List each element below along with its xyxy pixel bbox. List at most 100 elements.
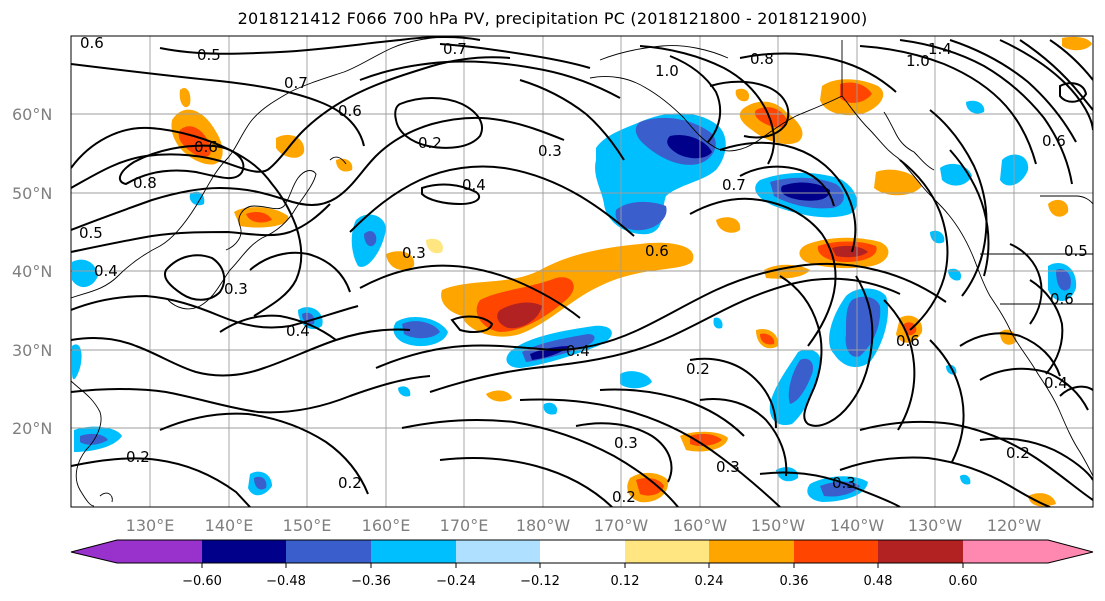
colorbar-outline bbox=[70, 539, 1094, 564]
precip-blob bbox=[486, 390, 512, 402]
contour-label: 0.3 bbox=[224, 280, 248, 298]
precip-blob bbox=[398, 386, 411, 397]
precip-blob bbox=[754, 107, 787, 128]
contour-label: 0.6 bbox=[1050, 290, 1074, 308]
precip-blob bbox=[832, 245, 868, 258]
precip-blob bbox=[1048, 199, 1069, 217]
precip-blob bbox=[948, 268, 962, 281]
contour-label: 0.2 bbox=[126, 448, 150, 466]
contour-label: 0.8 bbox=[133, 174, 157, 192]
colorbar-segment bbox=[878, 540, 963, 563]
precip-blob bbox=[254, 476, 267, 490]
coastlines bbox=[71, 36, 1093, 507]
lat-tick-label: 30°N bbox=[12, 341, 52, 360]
contour-label: 1.4 bbox=[928, 40, 952, 58]
precip-blob bbox=[690, 433, 722, 447]
precip-blob bbox=[246, 212, 272, 223]
colorbar-segment bbox=[117, 540, 202, 563]
colorbar-tick-label: 0.36 bbox=[780, 574, 809, 589]
contour-label: 0.2 bbox=[686, 360, 710, 378]
contour-label: 0.4 bbox=[566, 342, 590, 360]
contour-label: 0.3 bbox=[402, 244, 426, 262]
contour-label: 0.5 bbox=[1064, 242, 1088, 260]
lon-tick-label: 170°E bbox=[440, 516, 489, 535]
contour-label: 0.4 bbox=[462, 176, 486, 194]
precip-blob bbox=[1062, 36, 1092, 51]
lon-tick-label: 150°W bbox=[751, 516, 806, 535]
colorbar-tick-label: −0.12 bbox=[520, 574, 560, 589]
precip-blob bbox=[386, 251, 415, 270]
colorbar-tick-label: −0.24 bbox=[436, 574, 476, 589]
precip-blob bbox=[72, 259, 98, 288]
colorbar-segment bbox=[286, 540, 371, 563]
colorbar-segment bbox=[456, 540, 540, 563]
lon-tick-label: 130°W bbox=[908, 516, 963, 535]
colorbar-tick-label: −0.36 bbox=[351, 574, 391, 589]
lon-tick-label: 180°W bbox=[516, 516, 571, 535]
contour-label: 0.2 bbox=[1006, 444, 1030, 462]
precip-blob bbox=[620, 371, 652, 389]
precip-blob bbox=[713, 317, 723, 329]
precip-blob bbox=[960, 474, 971, 485]
precip-blob bbox=[364, 231, 377, 247]
latitude-labels: 60°N 50°N 40°N 30°N 20°N bbox=[12, 105, 52, 438]
contour-label: 0.6 bbox=[645, 242, 669, 260]
lon-tick-label: 120°W bbox=[987, 516, 1042, 535]
lon-tick-label: 160°W bbox=[673, 516, 728, 535]
precip-blob bbox=[402, 321, 440, 339]
precip-blob bbox=[735, 88, 750, 102]
precip-blob bbox=[760, 333, 775, 345]
contour-label: 0.5 bbox=[79, 224, 103, 242]
precip-blob bbox=[189, 191, 205, 206]
colorbar-extend-low bbox=[71, 540, 117, 563]
contour-label: 0.2 bbox=[418, 134, 442, 152]
lon-tick-label: 170°W bbox=[594, 516, 649, 535]
contour-label: 1.0 bbox=[655, 62, 679, 80]
contour-label: 0.7 bbox=[284, 74, 308, 92]
longitude-labels: 130°E 140°E 150°E 160°E 170°E 180°W 170°… bbox=[126, 516, 1042, 535]
precip-blob bbox=[179, 87, 191, 108]
contour-label: 0.7 bbox=[722, 176, 746, 194]
colorbar-tick-label: −0.48 bbox=[266, 574, 306, 589]
precip-blob bbox=[667, 134, 712, 159]
precip-blob bbox=[874, 169, 922, 196]
colorbar-segment bbox=[371, 540, 456, 563]
colorbar-tick-label: 0.24 bbox=[695, 574, 724, 589]
precip-blob bbox=[497, 302, 542, 329]
contour-label: 0.4 bbox=[94, 262, 118, 280]
lat-tick-label: 20°N bbox=[12, 419, 52, 438]
lat-tick-label: 50°N bbox=[12, 184, 52, 203]
precip-blob bbox=[966, 100, 985, 114]
colorbar-tick-label: 0.60 bbox=[949, 574, 978, 589]
contour-labels: 0.6 0.5 0.7 1.0 0.8 1.4 1.0 0.7 0.6 0.2 … bbox=[79, 34, 1088, 506]
colorbar-segment bbox=[625, 540, 709, 563]
colorbar-extend-high bbox=[1048, 540, 1093, 563]
colorbar-tick-label: −0.60 bbox=[182, 574, 222, 589]
contour-label: 0.3 bbox=[832, 474, 856, 492]
contour-label: 0.3 bbox=[614, 434, 638, 452]
figure-title: 2018121412 F066 700 hPa PV, precipitatio… bbox=[237, 9, 868, 28]
precip-blob bbox=[788, 358, 814, 404]
contour-label: 0.2 bbox=[612, 488, 636, 506]
contour-label: 0.6 bbox=[80, 34, 104, 52]
precip-blob bbox=[426, 238, 443, 254]
precip-blob bbox=[1028, 493, 1056, 507]
contour-label: 0.8 bbox=[750, 50, 774, 68]
contour-label: 1.0 bbox=[906, 52, 930, 70]
precip-blob bbox=[615, 201, 667, 231]
contour-label: 0.5 bbox=[197, 46, 221, 64]
contour-label: 0.3 bbox=[538, 142, 562, 160]
lat-tick-label: 60°N bbox=[12, 105, 52, 124]
colorbar-segment bbox=[202, 540, 286, 563]
map-frame bbox=[70, 35, 1094, 508]
precip-blob bbox=[781, 182, 830, 201]
contour-label: 0.3 bbox=[716, 458, 740, 476]
precipitation-shading bbox=[72, 36, 1092, 507]
colorbar-segment bbox=[709, 540, 794, 563]
precip-blob bbox=[1056, 268, 1071, 291]
graticule-lines bbox=[71, 36, 1093, 507]
contour-label: 0.2 bbox=[338, 474, 362, 492]
lat-tick-label: 40°N bbox=[12, 262, 52, 281]
